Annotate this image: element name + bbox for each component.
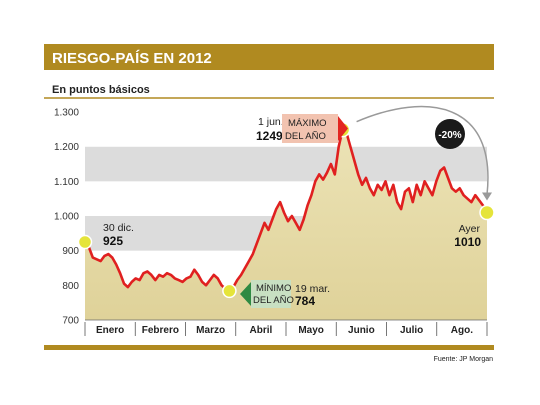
y-tick-label: 800 xyxy=(62,281,79,292)
max-date-label: 1 jun. xyxy=(258,116,284,128)
band-1100 xyxy=(85,146,487,182)
trend-curve-arrow xyxy=(356,105,489,195)
min-value-label: 784 xyxy=(295,294,315,308)
max-tag-box xyxy=(282,114,338,143)
y-tick-label: 1.100 xyxy=(54,177,79,188)
x-axis: Enero Febrero Marzo Abril Mayo Junio Julio Ago. xyxy=(84,322,488,336)
min-tag-line2: DEL AÑO xyxy=(253,295,294,306)
change-badge xyxy=(435,119,465,149)
series-line xyxy=(83,128,489,293)
x-tick-label: Enero xyxy=(96,325,124,336)
chart-subtitle: En puntos básicos xyxy=(52,84,150,96)
x-tick-label: Ago. xyxy=(451,325,473,336)
start-date-label: 30 dic. xyxy=(103,222,134,234)
min-tag-line1: MÍNIMO xyxy=(256,283,291,294)
start-value-label: 925 xyxy=(103,234,123,248)
min-date-label: 19 mar. xyxy=(295,283,330,295)
change-badge-label: -20% xyxy=(438,130,461,141)
max-value-label: 1249 xyxy=(256,129,283,143)
x-tick-label: Abril xyxy=(249,325,272,336)
min-tag-arrow xyxy=(240,282,251,306)
x-tick-label: Junio xyxy=(348,325,375,336)
end-marker xyxy=(479,204,495,221)
source-label: Fuente: JP Morgan xyxy=(434,356,494,363)
trend-curve-arrowhead xyxy=(482,192,492,201)
end-value-label: 1010 xyxy=(454,235,481,249)
x-tick-label: Julio xyxy=(400,325,423,336)
x-tick-label: Mayo xyxy=(298,325,324,336)
y-tick-label: 1.300 xyxy=(54,108,79,119)
area-fill xyxy=(85,129,487,320)
max-tag-arrow xyxy=(338,116,348,141)
title-banner xyxy=(44,44,494,70)
y-axis: 700 800 900 1.000 1.100 1.200 1.300 xyxy=(54,108,79,327)
min-marker xyxy=(222,283,237,299)
end-date-label: Ayer xyxy=(459,223,481,235)
x-tick-label: Febrero xyxy=(142,325,179,336)
min-tag-box xyxy=(251,280,291,308)
max-tag-line2: DEL AÑO xyxy=(285,131,326,142)
y-tick-label: 1.000 xyxy=(54,212,79,223)
max-tag-line1: MÁXIMO xyxy=(288,118,327,129)
y-tick-label: 700 xyxy=(62,316,79,327)
start-marker xyxy=(77,234,93,250)
y-tick-label: 1.200 xyxy=(54,142,79,153)
x-tick-label: Marzo xyxy=(196,325,225,336)
y-tick-label: 900 xyxy=(62,246,79,257)
bottom-bar xyxy=(44,345,494,350)
chart-title: RIESGO-PAÍS EN 2012 xyxy=(52,50,212,67)
